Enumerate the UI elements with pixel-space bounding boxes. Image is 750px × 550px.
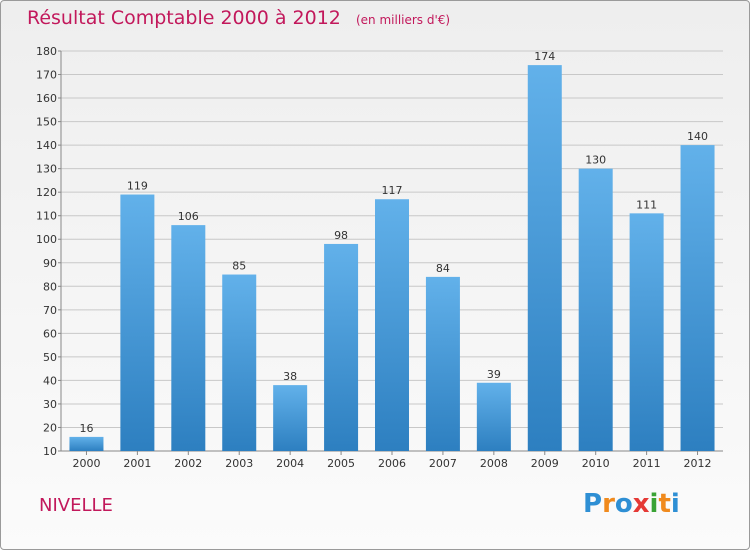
y-tick-label: 50 [43, 351, 57, 364]
x-tick-label: 2004 [276, 457, 304, 470]
bar-value-label: 38 [283, 370, 297, 383]
x-tick-label: 2000 [72, 457, 100, 470]
bar-value-label: 119 [127, 180, 148, 193]
logo-letter: i [670, 489, 680, 519]
y-tick-label: 60 [43, 327, 57, 340]
x-tick-label: 2007 [429, 457, 457, 470]
bar-2006 [375, 199, 409, 451]
y-tick-label: 100 [36, 233, 57, 246]
logo-letter: x [632, 489, 650, 519]
bar-2009 [527, 65, 562, 451]
logo-letter: t [658, 489, 671, 519]
x-tick-label: 2006 [378, 457, 406, 470]
y-tick-label: 130 [36, 163, 57, 176]
x-tick-label: 2009 [531, 457, 559, 470]
bar-value-label: 117 [382, 184, 403, 197]
bar-value-label: 98 [334, 229, 348, 242]
bar-2008 [476, 382, 511, 451]
x-tick-label: 2012 [684, 457, 712, 470]
bar-value-label: 85 [232, 260, 246, 273]
y-tick-label: 170 [36, 69, 57, 82]
x-tick-label: 2008 [480, 457, 508, 470]
chart-title: Résultat Comptable 2000 à 2012 (en milli… [27, 7, 450, 29]
bar-value-label: 16 [79, 422, 93, 435]
y-tick-label: 160 [36, 92, 57, 105]
chart-title-text: Résultat Comptable 2000 à 2012 [27, 7, 341, 29]
bar-value-label: 130 [585, 154, 606, 167]
bar-2010 [578, 168, 613, 451]
bar-value-label: 140 [687, 130, 708, 143]
logo-letter: r [602, 489, 615, 519]
bar-2011 [629, 213, 664, 451]
proxiti-logo: Proxiti [583, 489, 680, 519]
bar-2004 [273, 385, 308, 451]
y-tick-label: 70 [43, 304, 57, 317]
bar-2012 [680, 145, 715, 451]
x-tick-label: 2001 [123, 457, 151, 470]
y-tick-label: 110 [36, 210, 57, 223]
y-tick-label: 150 [36, 116, 57, 129]
bars-layer: 16 119 106 85 38 98 117 84 39 174 130 111 140 [69, 50, 715, 451]
y-tick-label: 90 [43, 257, 57, 270]
bar-value-label: 84 [436, 262, 450, 275]
chart-subtitle: (en milliers d'€) [355, 13, 451, 27]
x-tick-label: 2003 [225, 457, 253, 470]
bar-value-label: 174 [534, 50, 555, 63]
x-tick-label: 2011 [633, 457, 661, 470]
logo-letter: o [614, 489, 633, 519]
x-tick-label: 2005 [327, 457, 355, 470]
bar-value-label: 111 [636, 198, 657, 211]
y-tick-label: 80 [43, 280, 57, 293]
y-tick-label: 40 [43, 374, 57, 387]
bar-2005 [324, 243, 359, 451]
y-tick-label: 140 [36, 139, 57, 152]
logo-letter: P [583, 489, 603, 519]
bar-2002 [171, 225, 206, 451]
bar-value-label: 106 [178, 210, 199, 223]
y-tick-label: 30 [43, 398, 57, 411]
y-tick-label: 10 [43, 445, 57, 458]
x-tick-label: 2010 [582, 457, 610, 470]
x-tick-label: 2002 [174, 457, 202, 470]
bar-2007 [425, 276, 460, 451]
bar-2001 [120, 194, 155, 451]
bar-value-label: 39 [487, 368, 501, 381]
bar-2000 [69, 436, 104, 451]
axis-layer: 10 20 30 40 50 60 70 80 90 100 110 120 130 140 150 160 1… [36, 45, 723, 470]
y-tick-label: 180 [36, 45, 57, 58]
logo-letter: i [649, 489, 659, 519]
y-tick-label: 20 [43, 421, 57, 434]
y-tick-label: 120 [36, 186, 57, 199]
bar-2003 [222, 274, 257, 451]
commune-name: NIVELLE [39, 495, 113, 516]
